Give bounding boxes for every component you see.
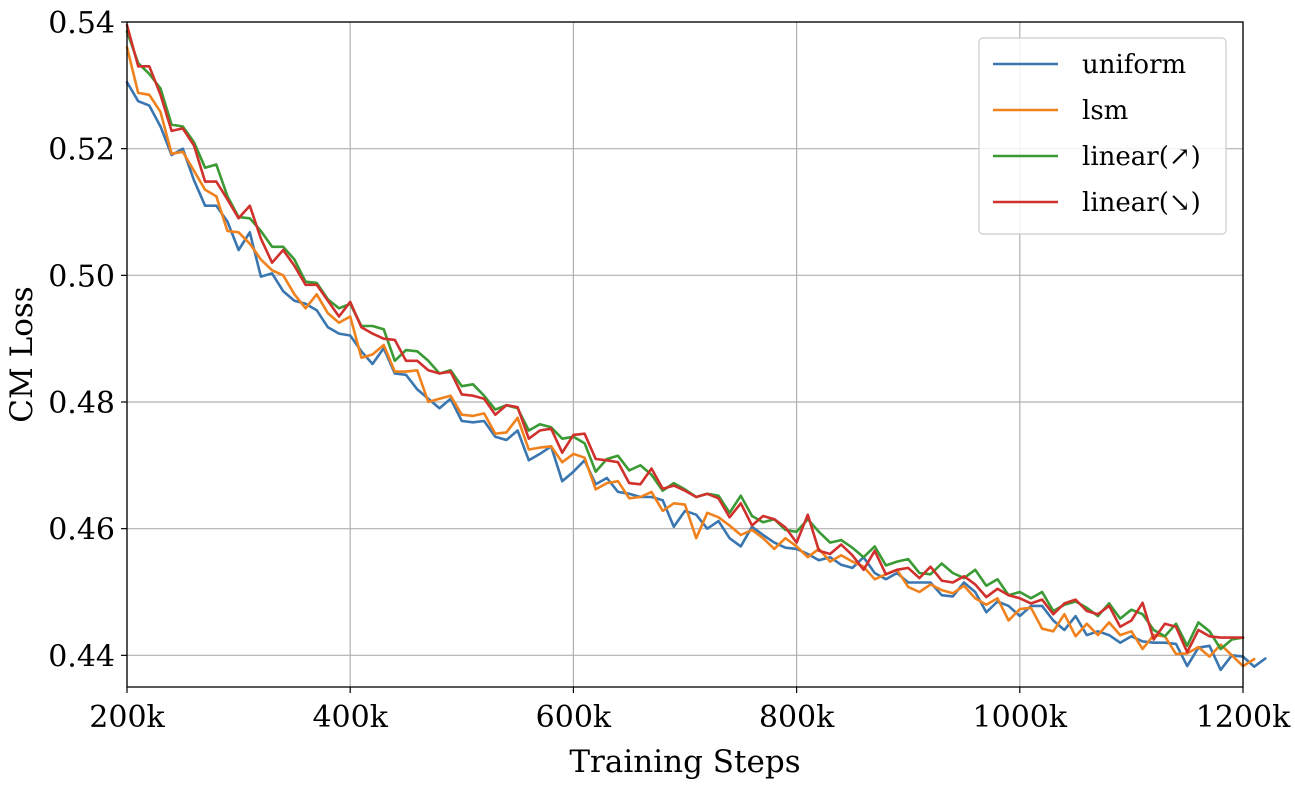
legend-box (978, 37, 1227, 235)
x-tick-label: 800k (759, 700, 835, 735)
y-tick-label: 0.44 (48, 639, 115, 674)
x-tick-label: 1200k (1196, 700, 1291, 735)
series-line-2 (125, 45, 1256, 668)
y-tick-label: 0.50 (48, 259, 115, 294)
series-line-1 (125, 80, 1267, 672)
y-axis-ticks: 0.44 0.46 0.48 0.50 0.52 0.54 (48, 6, 127, 674)
legend-label-3: linear(↗) (1082, 142, 1201, 172)
x-axis-title: Training Steps (569, 744, 800, 780)
legend-label-4: linear(↘) (1082, 188, 1201, 218)
y-axis-title: CM Loss (4, 286, 40, 422)
series-lines (125, 23, 1267, 672)
legend-label-1: uniform (1082, 50, 1186, 80)
y-tick-label: 0.52 (48, 133, 115, 168)
x-tick-label: 400k (312, 700, 388, 735)
y-tick-label: 0.54 (48, 6, 115, 41)
legend-label-2: lsm (1082, 96, 1128, 126)
series-line-4 (125, 23, 1245, 654)
y-tick-label: 0.46 (48, 513, 115, 548)
y-tick-label: 0.48 (48, 386, 115, 421)
x-tick-label: 600k (536, 700, 612, 735)
x-tick-label: 200k (89, 700, 165, 735)
x-tick-label: 1000k (973, 700, 1068, 735)
x-axis-ticks: 200k 400k 600k 800k 1000k 1200k (89, 687, 1291, 735)
plot-frame (126, 21, 1244, 688)
legend: uniform lsm linear(↗) linear(↘) (978, 37, 1227, 235)
